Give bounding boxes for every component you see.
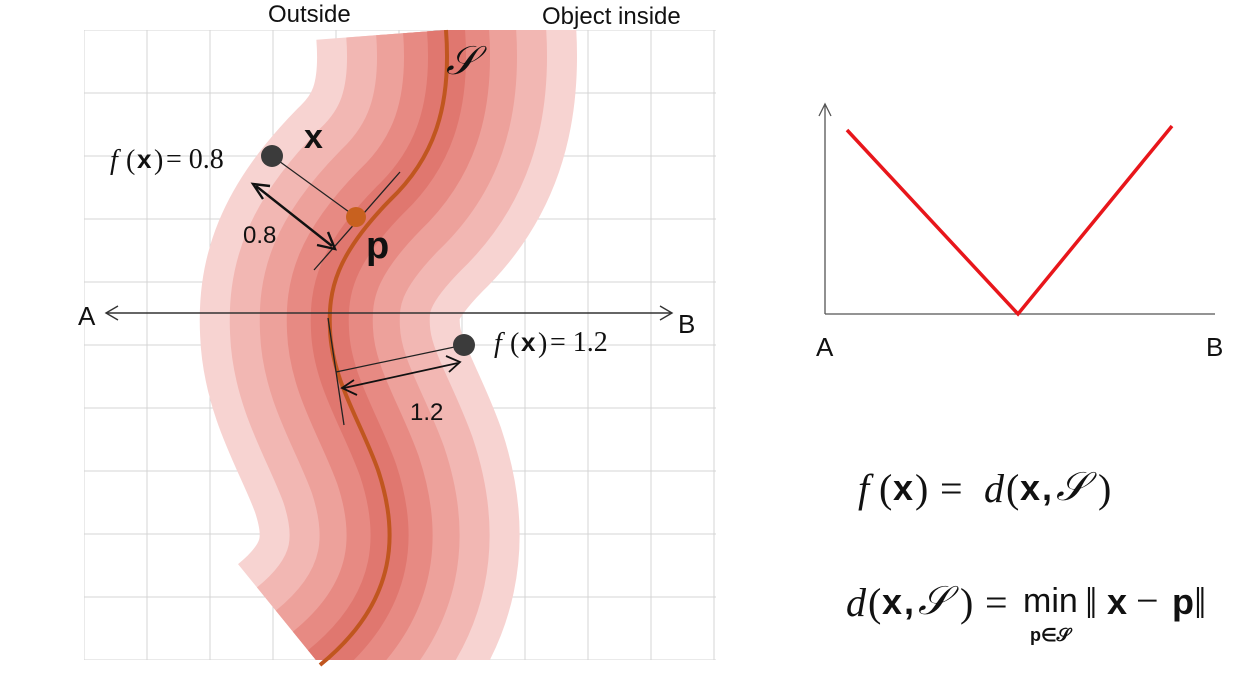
formula-x-symbol: x bbox=[137, 144, 152, 174]
formula-open-paren: ( bbox=[510, 328, 519, 359]
graph-label-a: A bbox=[816, 332, 834, 362]
point-p-label: p bbox=[366, 225, 389, 267]
outside-label: Outside bbox=[268, 1, 351, 28]
eq2-close: ) bbox=[960, 580, 973, 625]
object-inside-label: Object inside bbox=[542, 3, 681, 30]
formula-f-0-8: f ( x ) = 0.8 bbox=[110, 144, 224, 176]
eq2-minus: − bbox=[1136, 578, 1159, 623]
eq2-comma: , bbox=[904, 581, 914, 622]
formula-f-1-2: f ( x ) = 1.2 bbox=[494, 327, 608, 359]
distance-profile-graph: A B bbox=[816, 102, 1223, 362]
formula-open-paren: ( bbox=[126, 145, 135, 176]
formula-close-paren: ) bbox=[154, 145, 163, 176]
point-x-label: x bbox=[304, 118, 323, 156]
eq1-comma: , bbox=[1042, 467, 1052, 508]
eq1-open: ( bbox=[879, 466, 892, 511]
eq2-norm-open: ‖ bbox=[1085, 579, 1097, 628]
point-p bbox=[346, 207, 366, 227]
equation-definition: f ( x ) = d ( x , 𝒮 ) bbox=[858, 464, 1111, 511]
formula-value: = 0.8 bbox=[166, 144, 224, 175]
distance-label-1-2: 1.2 bbox=[410, 399, 443, 426]
eq1-args-open: ( bbox=[1006, 466, 1019, 511]
point-second bbox=[453, 334, 475, 356]
graph-label-b: B bbox=[1206, 332, 1223, 362]
distance-arrow-1-2 bbox=[340, 355, 462, 396]
eq1-x: x bbox=[893, 467, 913, 508]
eq2-open: ( bbox=[868, 580, 881, 625]
formula-close-paren: ) bbox=[538, 328, 547, 359]
distance-profile-line bbox=[845, 124, 1174, 317]
eq1-close: ) bbox=[915, 466, 928, 511]
formula-value: = 1.2 bbox=[550, 327, 608, 358]
eq1-f: f bbox=[858, 466, 874, 511]
eq2-x: x bbox=[882, 581, 902, 622]
eq1-x2: x bbox=[1020, 467, 1040, 508]
eq2-s: 𝒮 bbox=[918, 578, 959, 623]
eq1-s: 𝒮 bbox=[1056, 464, 1097, 509]
eq1-d: d bbox=[984, 466, 1005, 511]
eq2-min-subscript: p∈𝒮 bbox=[1030, 625, 1073, 645]
connector-second-point bbox=[335, 344, 465, 373]
formula-x-symbol: x bbox=[521, 327, 536, 357]
axis-label-a: A bbox=[78, 301, 96, 331]
eq2-equals: = bbox=[985, 580, 1008, 625]
ab-axis-line bbox=[104, 305, 674, 321]
eq1-args-close: ) bbox=[1098, 466, 1111, 511]
eq2-norm-close: ‖ bbox=[1194, 579, 1206, 628]
formula-f-symbol: f bbox=[110, 145, 121, 176]
formula-f-symbol: f bbox=[494, 328, 505, 359]
eq2-p: p bbox=[1172, 581, 1194, 622]
point-x bbox=[261, 145, 283, 167]
equation-distance: d ( x , 𝒮 ) = min p∈𝒮 ‖ x − p ‖ bbox=[846, 578, 1206, 645]
graph-axes bbox=[818, 102, 1215, 315]
eq2-min: min bbox=[1023, 582, 1078, 620]
eq2-x2: x bbox=[1107, 581, 1127, 622]
connector-x-to-p bbox=[271, 155, 357, 218]
eq1-equals: = bbox=[940, 466, 963, 511]
distance-label-0-8: 0.8 bbox=[243, 222, 276, 249]
axis-label-b: B bbox=[678, 309, 695, 339]
eq2-d: d bbox=[846, 580, 867, 625]
distance-arrow-0-8 bbox=[250, 182, 337, 251]
